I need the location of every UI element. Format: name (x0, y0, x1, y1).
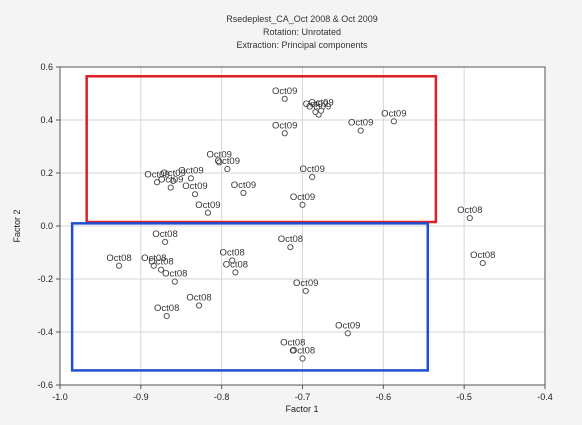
x-axis-label: Factor 1 (285, 404, 318, 414)
data-point (357, 127, 364, 134)
data-point (167, 184, 174, 191)
chart-title: Rsedeplest_CA_Oct 2008 & Oct 2009 (226, 14, 378, 24)
point-label: Oct09 (231, 180, 256, 191)
data-point (299, 355, 306, 362)
data-point (287, 244, 294, 251)
x-tick-label: -0.8 (214, 392, 230, 402)
x-tick-label: -0.6 (376, 392, 392, 402)
data-point (170, 177, 177, 185)
data-point (390, 118, 397, 125)
data-point (466, 214, 473, 222)
point-label: Oct08 (219, 247, 244, 258)
point-label: Oct09 (182, 181, 207, 192)
point-label: Oct08 (186, 293, 211, 304)
data-point (216, 159, 223, 166)
point-label: Oct09 (160, 168, 185, 179)
chart-subtitle-rotation: Rotation: Unrotated (263, 27, 341, 37)
point-label: Oct09 (178, 165, 203, 176)
point-label: Oct08 (223, 259, 248, 270)
point-label: Oct09 (300, 164, 325, 175)
point-label: Oct08 (152, 229, 177, 240)
point-label: Oct09 (272, 86, 297, 97)
data-point (232, 269, 239, 276)
y-tick-label: -0.6 (37, 380, 53, 390)
data-point (344, 330, 351, 337)
point-label: Oct08 (470, 250, 495, 261)
data-point (281, 95, 288, 102)
data-point (317, 107, 325, 114)
y-tick-label: -0.2 (37, 274, 53, 284)
point-label: Oct09 (293, 278, 318, 289)
point-label: Oct08 (278, 234, 303, 245)
point-label: Oct09 (195, 200, 220, 211)
point-label: Oct08 (162, 269, 187, 280)
point-label: Oct09 (308, 98, 333, 109)
point-label: Oct09 (335, 320, 360, 331)
data-point (299, 201, 306, 208)
data-point (302, 287, 309, 295)
point-label: Oct09 (303, 99, 328, 110)
data-point (224, 165, 231, 173)
y-tick-label: -0.4 (37, 327, 53, 337)
point-label: Oct09 (158, 175, 183, 186)
point-label: Oct09 (144, 169, 169, 180)
data-point (153, 179, 161, 186)
x-tick-label: -0.9 (133, 392, 149, 402)
data-point (171, 278, 178, 285)
point-label: Oct08 (141, 253, 166, 264)
y-tick-label: 0.0 (40, 221, 53, 231)
point-label: Oct08 (154, 303, 179, 314)
point-label: Oct09 (215, 156, 240, 167)
point-label: Oct08 (106, 253, 131, 264)
data-point (191, 191, 199, 198)
point-label: Oct09 (290, 192, 315, 203)
point-label: Oct09 (348, 118, 373, 129)
data-point (161, 238, 169, 245)
data-point (312, 108, 319, 116)
point-label: Oct08 (457, 205, 482, 216)
y-tick-label: 0.4 (40, 115, 53, 125)
highlight-box-oct09 (85, 75, 438, 224)
x-tick-label: -0.5 (456, 392, 472, 402)
data-point (115, 262, 123, 269)
chart-subtitle-extraction: Extraction: Principal components (236, 40, 368, 50)
axis-ticks: -1.0 -0.9 -0.8 -0.7 -0.6 -0.5 -0.4 0.6 0.4 0.2 0.0… (37, 62, 552, 402)
data-point (309, 173, 316, 181)
point-label: Oct09 (272, 120, 297, 131)
x-tick-label: -0.4 (537, 392, 553, 402)
data-points: Oct09Oct09Oct09Oct09Oct09Oct09Oct09Oct09… (106, 86, 495, 362)
point-label: Oct08 (290, 346, 315, 357)
highlight-box-oct08 (70, 222, 430, 372)
data-point (281, 130, 288, 137)
data-point (163, 313, 170, 320)
data-point (157, 266, 165, 273)
data-point (204, 209, 212, 216)
data-point (229, 257, 236, 264)
highlight-boxes (70, 75, 438, 372)
x-tick-label: -1.0 (52, 392, 68, 402)
data-point (479, 260, 486, 267)
x-tick-label: -0.7 (295, 392, 311, 402)
data-point (187, 175, 195, 182)
data-point (240, 189, 247, 196)
point-label: Oct09 (207, 149, 232, 160)
data-point (150, 262, 157, 269)
y-tick-label: 0.2 (40, 168, 53, 178)
point-label: Oct08 (148, 257, 173, 268)
point-label: Oct09 (381, 108, 406, 119)
data-point (289, 347, 296, 354)
data-point (195, 302, 203, 309)
y-axis-label: Factor 2 (12, 209, 22, 242)
point-label: Oct09 (306, 102, 331, 113)
y-tick-label: 0.6 (40, 62, 53, 72)
point-label: Oct08 (280, 338, 305, 349)
